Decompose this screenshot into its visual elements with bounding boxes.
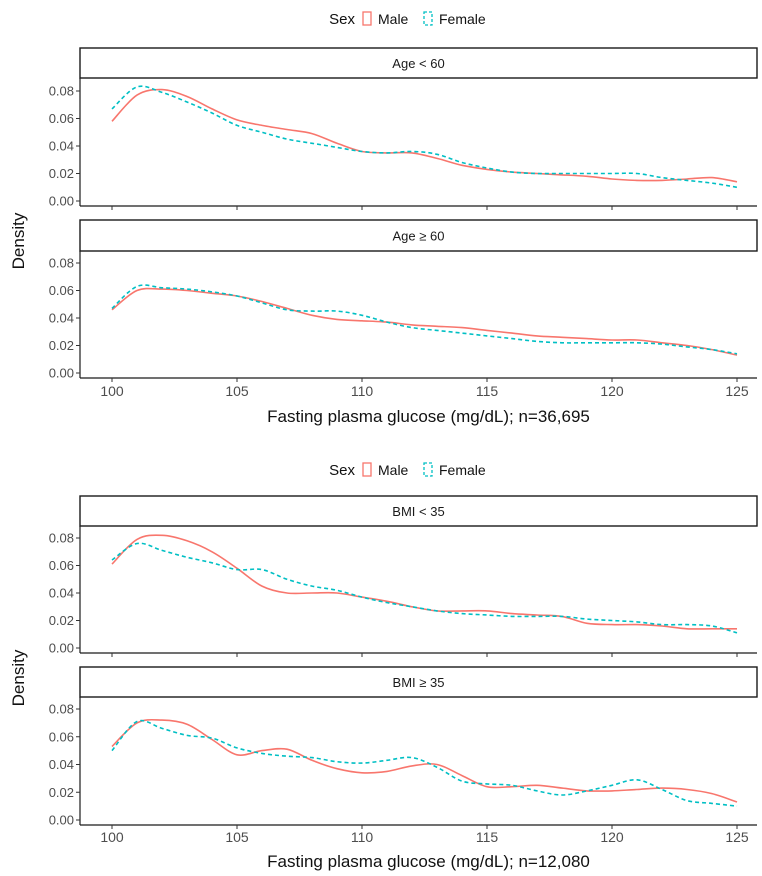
y-tick-label: 0.04	[49, 139, 74, 154]
x-tick-label: 115	[476, 829, 499, 845]
y-tick-label: 0.08	[49, 84, 74, 99]
x-tick-label: 105	[225, 829, 249, 845]
legend-key-female	[423, 462, 433, 477]
panel-1: Age < 60 0.00 0.02 0.04 0.06 0.08	[49, 47, 758, 210]
x-tick-label: 125	[725, 383, 749, 399]
y-tick-label: 0.08	[49, 531, 74, 546]
y-tick-label: 0.08	[49, 256, 74, 271]
y-tick-label: 0.06	[49, 558, 74, 573]
chart-1: Sex Male Female Age < 60 0.00 0.02 0.04 0.06 0.0…	[9, 11, 758, 426]
x-tick-label: 120	[600, 829, 624, 845]
y-tick-label: 0.00	[49, 194, 74, 209]
x-tick-label: 125	[725, 829, 749, 845]
y-tick-label: 0.02	[49, 166, 74, 181]
facet-strip-label: Age ≥ 60	[393, 229, 445, 244]
legend-title: Sex	[329, 462, 355, 479]
y-tick-label: 0.06	[49, 729, 74, 744]
legend-label-male: Male	[378, 462, 409, 478]
panel-2: Age ≥ 60 0.00 0.02 0.04 0.06 0.08	[49, 219, 758, 382]
series-line-male	[111, 287, 738, 356]
x-tick-label: 120	[600, 383, 624, 399]
y-tick-label: 0.06	[49, 111, 74, 126]
x-tick-label: 110	[351, 383, 374, 399]
y-tick-label: 0.02	[49, 613, 74, 628]
x-tick-label: 105	[225, 383, 249, 399]
series-line-female	[111, 542, 738, 634]
x-tick-label: 100	[100, 829, 124, 845]
panel-2: BMI ≥ 35 0.00 0.02 0.04 0.06 0.08	[49, 666, 758, 829]
facet-strip-label: Age < 60	[392, 56, 444, 71]
legend: Sex Male Female	[329, 11, 486, 28]
panel-1: BMI < 35 0.00 0.02 0.04 0.06 0.08	[49, 495, 758, 657]
y-tick-label: 0.08	[49, 702, 74, 717]
y-tick-label: 0.02	[49, 785, 74, 800]
y-tick-label: 0.06	[49, 283, 74, 298]
x-axis-title: Fasting plasma glucose (mg/dL); n=36,695	[267, 407, 590, 426]
legend-key-female	[423, 11, 433, 26]
y-axis-title: Density	[9, 212, 28, 269]
y-tick-label: 0.04	[49, 311, 74, 326]
y-tick-label: 0.04	[49, 586, 74, 601]
x-tick-label: 115	[476, 383, 499, 399]
legend-title: Sex	[329, 11, 355, 28]
legend-label-male: Male	[378, 11, 409, 27]
legend: Sex Male Female	[329, 462, 486, 479]
series-line-male	[111, 718, 738, 803]
legend-key-male	[362, 462, 372, 477]
facet-strip	[79, 47, 758, 79]
x-tick-label: 100	[100, 383, 124, 399]
facet-strip	[79, 495, 758, 527]
y-tick-label: 0.02	[49, 338, 74, 353]
y-tick-label: 0.04	[49, 757, 74, 772]
x-axis-title: Fasting plasma glucose (mg/dL); n=12,080	[267, 852, 590, 871]
y-tick-label: 0.00	[49, 641, 74, 656]
y-tick-label: 0.00	[49, 366, 74, 381]
series-line-male	[111, 88, 738, 183]
series-line-male	[111, 534, 737, 630]
y-tick-label: 0.00	[49, 813, 74, 828]
series-line-female	[111, 85, 738, 189]
series-line-female	[111, 284, 738, 355]
chart-2: Sex Male Female BMI < 35 0.00 0.02 0.04 0.06 0.0…	[9, 462, 758, 871]
legend-label-female: Female	[439, 462, 486, 478]
legend-label-female: Female	[439, 11, 486, 27]
legend-key-male	[362, 11, 372, 26]
facet-strip-label: BMI < 35	[392, 504, 444, 519]
series-line-female	[111, 719, 738, 807]
facet-strip	[79, 666, 758, 698]
y-axis-title: Density	[9, 649, 28, 706]
facet-strip	[79, 219, 758, 252]
facet-strip-label: BMI ≥ 35	[393, 675, 445, 690]
x-tick-label: 110	[351, 829, 374, 845]
